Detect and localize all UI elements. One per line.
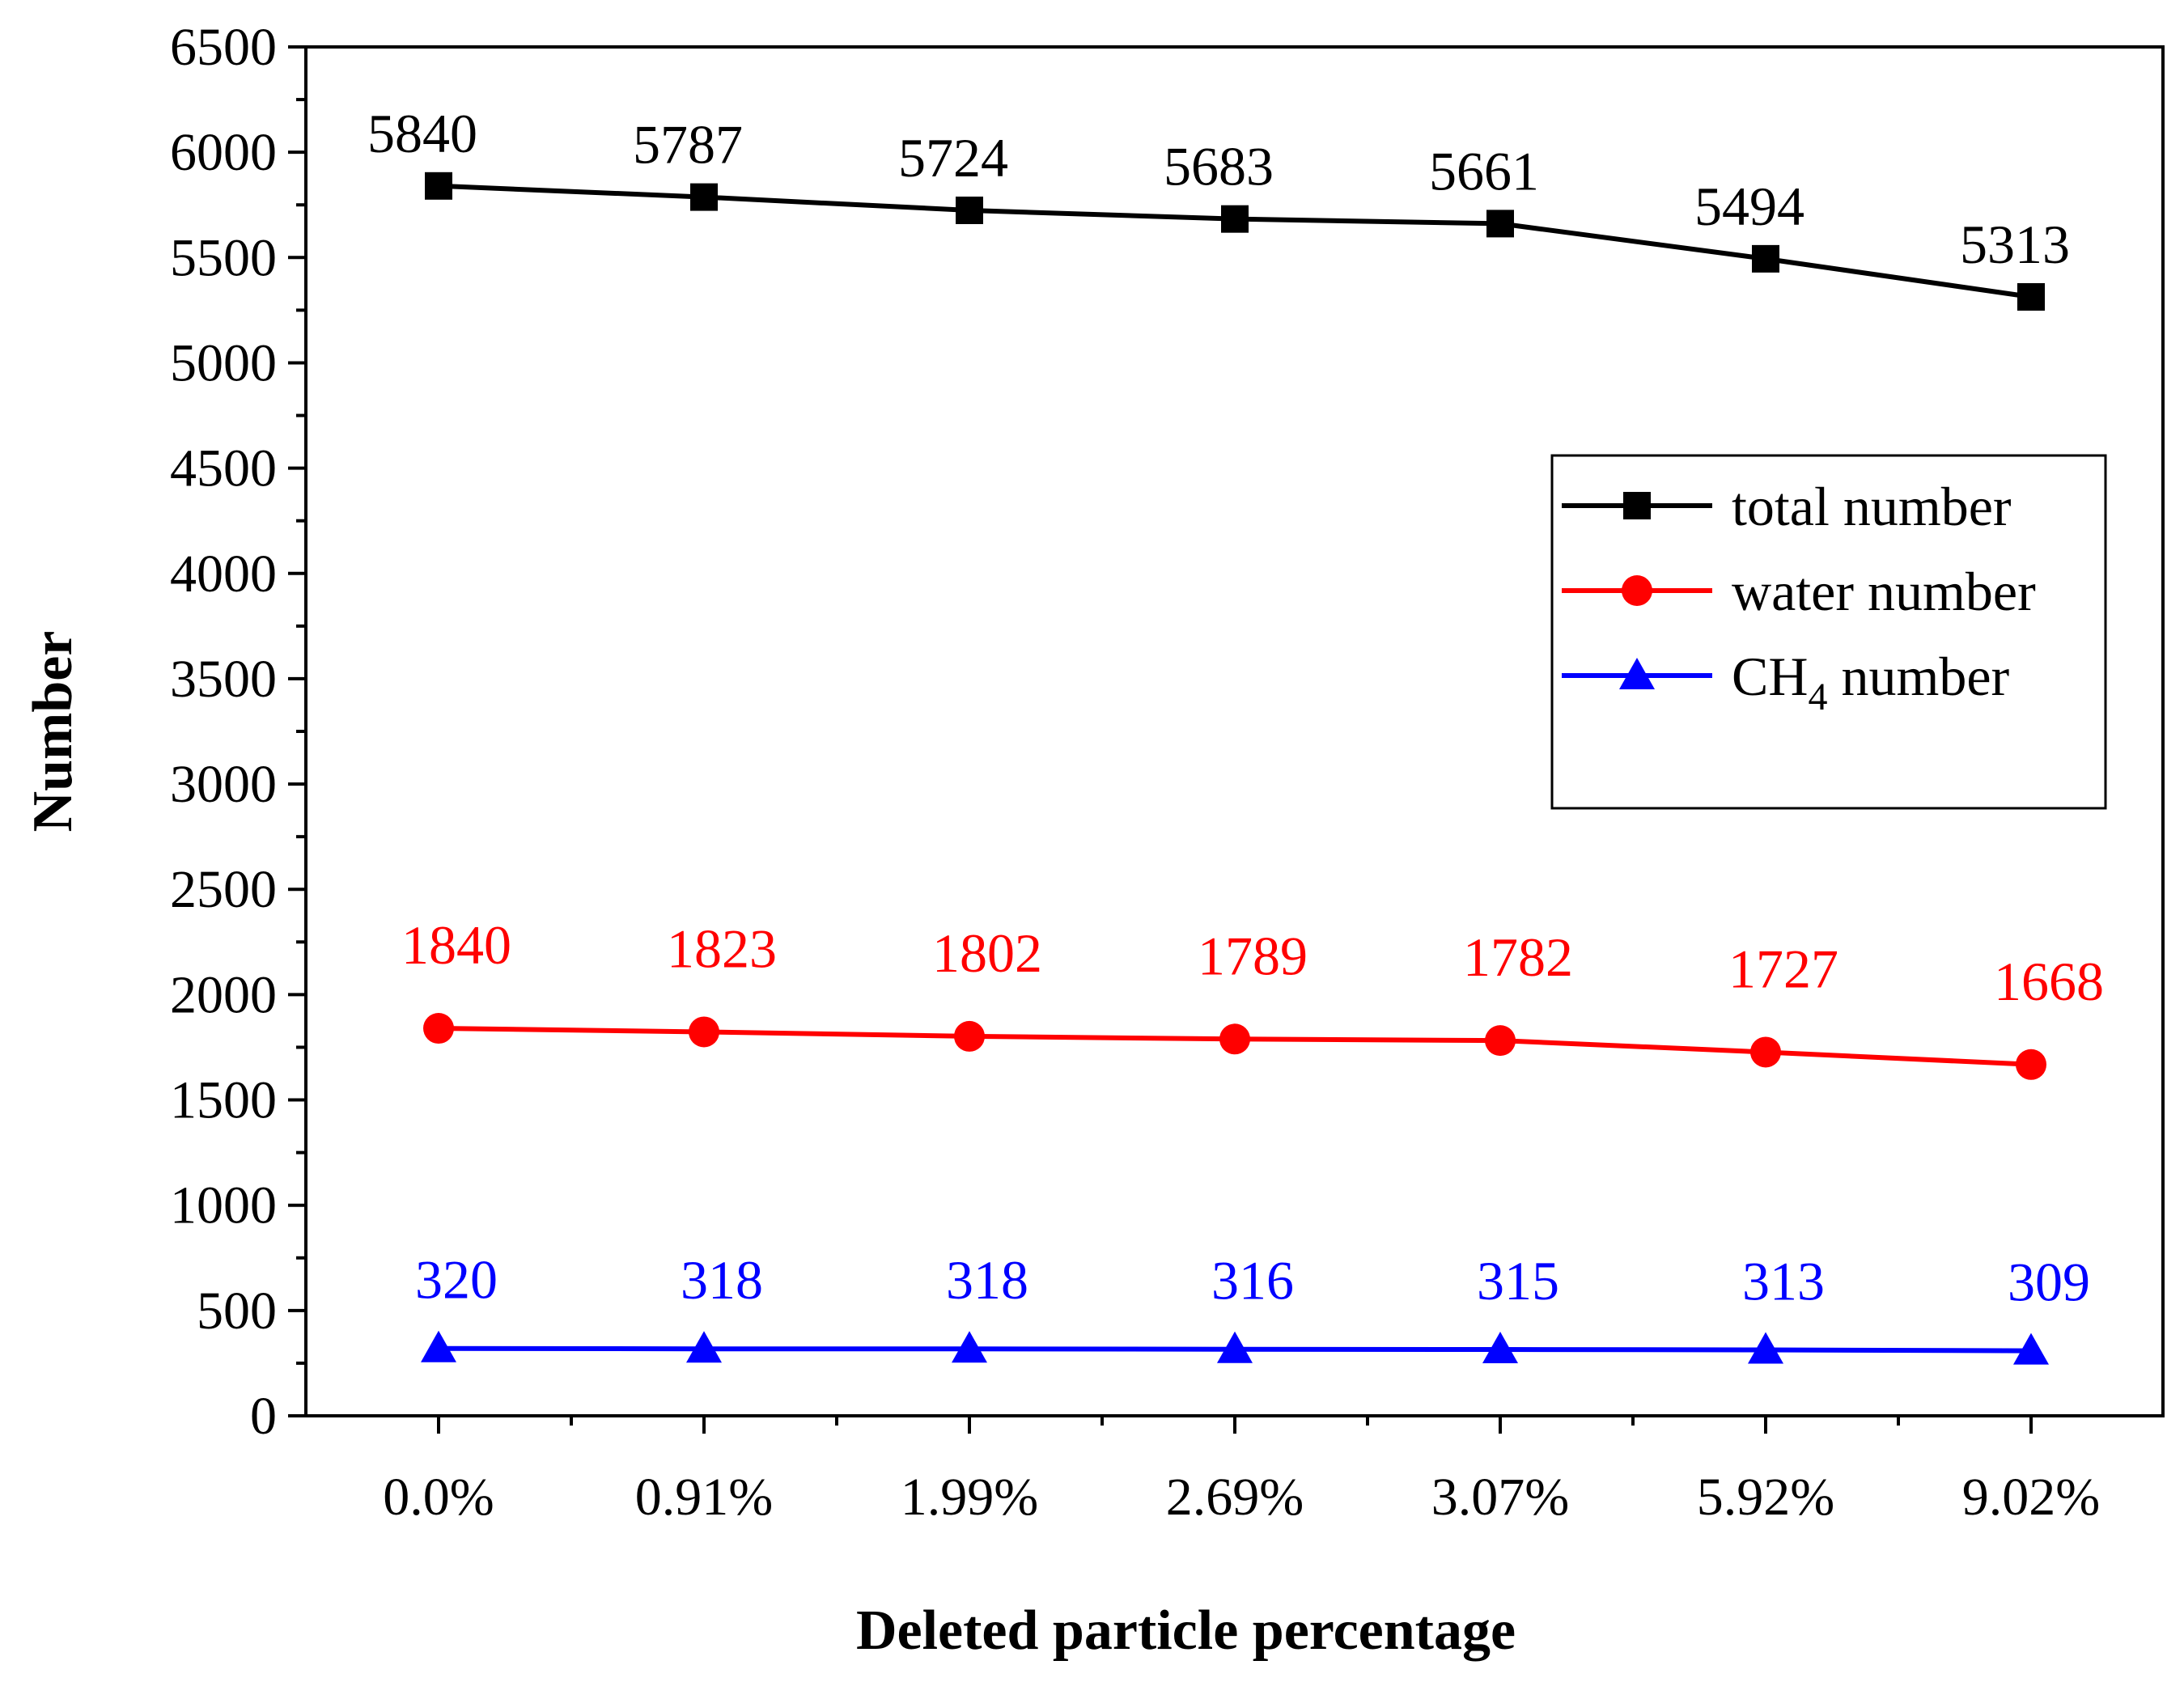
data-point-marker bbox=[954, 1020, 985, 1052]
data-point-marker bbox=[425, 172, 452, 200]
legend-label: total number bbox=[1732, 476, 2012, 537]
data-point-marker bbox=[1486, 210, 1514, 238]
data-point-marker bbox=[1750, 1036, 1781, 1068]
data-point-marker bbox=[2017, 282, 2045, 311]
axes-layer: 0 500 1000 1500 2000 2500 3000 3500 4000 4500 5000… bbox=[22, 18, 2165, 1662]
legend-marker bbox=[1619, 658, 1655, 689]
data-point-marker bbox=[1217, 1331, 1253, 1363]
legend-marker bbox=[1623, 492, 1651, 519]
y-tick-label: 6500 bbox=[170, 18, 277, 77]
y-tick-label: 4000 bbox=[170, 544, 277, 604]
data-point-marker bbox=[686, 1331, 722, 1363]
data-label: 5724 bbox=[898, 127, 1008, 189]
y-tick-label: 1500 bbox=[170, 1071, 277, 1130]
data-point-marker bbox=[1748, 1332, 1783, 1364]
data-point-marker bbox=[2016, 1049, 2046, 1080]
data-label: 320 bbox=[415, 1249, 498, 1311]
data-point-marker bbox=[1219, 1023, 1250, 1055]
y-tick-label: 2500 bbox=[170, 860, 277, 919]
data-label: 5494 bbox=[1694, 176, 1804, 237]
data-point-marker bbox=[1752, 244, 1779, 273]
x-tick-label: 5.92% bbox=[1697, 1468, 1834, 1527]
data-point-marker bbox=[1482, 1332, 1518, 1364]
data-label: 316 bbox=[1211, 1250, 1294, 1311]
x-axis-title: Deleted particle percentage bbox=[856, 1599, 1516, 1662]
data-labels-layer: 5840 5787 5724 5683 5661 5494 5313 1840 1823 1802… bbox=[367, 103, 2104, 1313]
data-label: 1823 bbox=[667, 917, 777, 979]
legend-marker bbox=[1622, 575, 1652, 606]
y-tick-label: 500 bbox=[197, 1282, 277, 1341]
x-tick-label: 1.99% bbox=[901, 1468, 1038, 1527]
data-label: 1789 bbox=[1198, 925, 1308, 986]
data-label: 5840 bbox=[367, 103, 477, 164]
data-point-marker bbox=[2013, 1332, 2049, 1365]
data-point-marker bbox=[956, 196, 983, 224]
data-point-marker bbox=[952, 1331, 987, 1363]
data-label: 5661 bbox=[1429, 140, 1539, 201]
data-label: 313 bbox=[1742, 1251, 1825, 1312]
data-label: 309 bbox=[2008, 1252, 2090, 1313]
y-tick-label: 2000 bbox=[170, 965, 277, 1024]
y-tick-label: 5500 bbox=[170, 228, 277, 287]
y-tick-label: 3500 bbox=[170, 650, 277, 709]
legend-label: CH4 number bbox=[1732, 646, 2010, 718]
legend-label: water number bbox=[1732, 561, 2036, 622]
y-tick-label: 5000 bbox=[170, 333, 277, 392]
x-tick-label: 2.69% bbox=[1166, 1468, 1304, 1527]
x-tick-label: 3.07% bbox=[1431, 1468, 1569, 1527]
y-tick-label: 6000 bbox=[170, 123, 277, 182]
data-point-marker bbox=[1485, 1025, 1516, 1057]
data-label: 318 bbox=[681, 1249, 763, 1311]
data-label: 1782 bbox=[1463, 926, 1573, 988]
y-tick-label: 4500 bbox=[170, 439, 277, 498]
y-tick-label: 1000 bbox=[170, 1176, 277, 1235]
y-tick-label: 3000 bbox=[170, 755, 277, 814]
data-point-marker bbox=[421, 1330, 456, 1362]
data-label: 1727 bbox=[1728, 938, 1838, 999]
legend: total number water number CH4 number bbox=[1550, 454, 2107, 810]
y-axis-title: Number bbox=[22, 631, 84, 833]
data-label: 5683 bbox=[1164, 136, 1274, 197]
y-tick-label: 0 bbox=[250, 1387, 277, 1446]
data-label: 5787 bbox=[633, 114, 743, 176]
data-label: 1802 bbox=[932, 922, 1042, 984]
data-label: 1840 bbox=[401, 914, 511, 976]
data-label: 318 bbox=[946, 1249, 1028, 1311]
data-label: 315 bbox=[1477, 1250, 1559, 1311]
x-tick-label: 0.0% bbox=[383, 1468, 494, 1527]
data-point-marker bbox=[423, 1013, 454, 1044]
x-tick-label: 0.91% bbox=[635, 1468, 773, 1527]
data-label: 5313 bbox=[1960, 214, 2070, 275]
data-point-marker bbox=[689, 1016, 719, 1048]
data-point-marker bbox=[690, 183, 718, 211]
data-label: 1668 bbox=[1994, 951, 2104, 1012]
data-point-marker bbox=[1221, 205, 1249, 233]
series-layer bbox=[421, 172, 2049, 1365]
x-tick-label: 9.02% bbox=[1962, 1468, 2100, 1527]
